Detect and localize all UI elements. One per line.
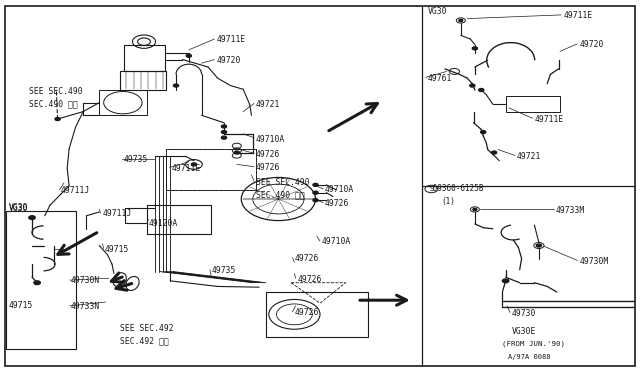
Bar bbox=[166, 149, 256, 190]
Circle shape bbox=[536, 244, 541, 247]
Bar bbox=[99, 90, 147, 115]
Circle shape bbox=[492, 151, 497, 154]
Text: SEC.490 参照: SEC.490 参照 bbox=[256, 191, 305, 200]
Circle shape bbox=[234, 151, 239, 154]
Text: VG30: VG30 bbox=[8, 203, 28, 212]
Text: SEC.492 参照: SEC.492 参照 bbox=[120, 337, 169, 346]
Text: 49735: 49735 bbox=[211, 266, 236, 275]
Circle shape bbox=[221, 131, 227, 134]
Circle shape bbox=[479, 89, 484, 92]
Circle shape bbox=[173, 84, 179, 87]
Text: A/97A 0088: A/97A 0088 bbox=[508, 354, 550, 360]
Text: 49730M: 49730M bbox=[579, 257, 609, 266]
Text: 49711E: 49711E bbox=[216, 35, 246, 44]
Circle shape bbox=[502, 279, 509, 283]
Text: 09360-6125B: 09360-6125B bbox=[428, 185, 483, 193]
Text: 49735: 49735 bbox=[124, 155, 148, 164]
Text: VG30E: VG30E bbox=[512, 327, 536, 336]
Circle shape bbox=[186, 54, 191, 57]
Bar bbox=[166, 149, 256, 190]
Text: 49710A: 49710A bbox=[256, 135, 285, 144]
Text: (FROM JUN.'90): (FROM JUN.'90) bbox=[502, 341, 565, 347]
Circle shape bbox=[191, 163, 196, 166]
Text: 49726: 49726 bbox=[256, 150, 280, 159]
Circle shape bbox=[470, 84, 475, 87]
Text: 49730N: 49730N bbox=[70, 276, 100, 285]
Bar bbox=[120, 71, 166, 90]
Text: 49720: 49720 bbox=[216, 56, 241, 65]
Circle shape bbox=[481, 131, 486, 134]
Bar bbox=[6, 211, 76, 349]
Text: 49733N: 49733N bbox=[70, 302, 100, 311]
Text: 49721: 49721 bbox=[517, 152, 541, 161]
Circle shape bbox=[221, 125, 227, 128]
Circle shape bbox=[55, 118, 60, 121]
Text: SEE SEC.490: SEE SEC.490 bbox=[256, 178, 310, 187]
Text: SEC.490 参照: SEC.490 参照 bbox=[29, 100, 77, 109]
Text: 49710A: 49710A bbox=[322, 237, 351, 246]
Text: SEE SEC.490: SEE SEC.490 bbox=[29, 87, 83, 96]
Text: 49715: 49715 bbox=[105, 245, 129, 254]
Text: 49726: 49726 bbox=[294, 308, 319, 317]
Circle shape bbox=[313, 191, 318, 194]
Bar bbox=[506, 96, 560, 112]
Text: SEE SEC.492: SEE SEC.492 bbox=[120, 324, 174, 333]
Circle shape bbox=[313, 199, 318, 202]
Bar bbox=[124, 45, 165, 71]
Circle shape bbox=[221, 136, 227, 139]
Circle shape bbox=[34, 281, 40, 285]
Text: 49711E: 49711E bbox=[172, 164, 201, 173]
Text: 49721: 49721 bbox=[256, 100, 280, 109]
Text: 49761: 49761 bbox=[428, 74, 452, 83]
Text: (1): (1) bbox=[442, 197, 456, 206]
Text: 49733M: 49733M bbox=[556, 206, 585, 215]
Text: 49120A: 49120A bbox=[149, 219, 179, 228]
Text: 49730: 49730 bbox=[512, 309, 536, 318]
Circle shape bbox=[29, 216, 35, 219]
Circle shape bbox=[459, 19, 463, 22]
Circle shape bbox=[472, 47, 477, 50]
Text: 49711J: 49711J bbox=[102, 209, 132, 218]
Text: S: S bbox=[429, 186, 433, 192]
Circle shape bbox=[313, 183, 318, 186]
Text: 49711E: 49711E bbox=[563, 11, 593, 20]
Text: 49720: 49720 bbox=[579, 40, 604, 49]
Circle shape bbox=[473, 208, 477, 211]
Text: 49710A: 49710A bbox=[325, 185, 355, 194]
Text: 49711E: 49711E bbox=[534, 115, 564, 124]
Bar bbox=[266, 292, 368, 337]
Text: 49726: 49726 bbox=[294, 254, 319, 263]
Text: 49726: 49726 bbox=[298, 275, 322, 283]
Text: VG30: VG30 bbox=[8, 204, 28, 213]
Bar bbox=[147, 205, 211, 234]
Text: 49711J: 49711J bbox=[61, 186, 90, 195]
Text: 49726: 49726 bbox=[256, 163, 280, 172]
Text: 49726: 49726 bbox=[325, 199, 349, 208]
Text: VG30: VG30 bbox=[428, 7, 447, 16]
Text: 49715: 49715 bbox=[8, 301, 33, 310]
